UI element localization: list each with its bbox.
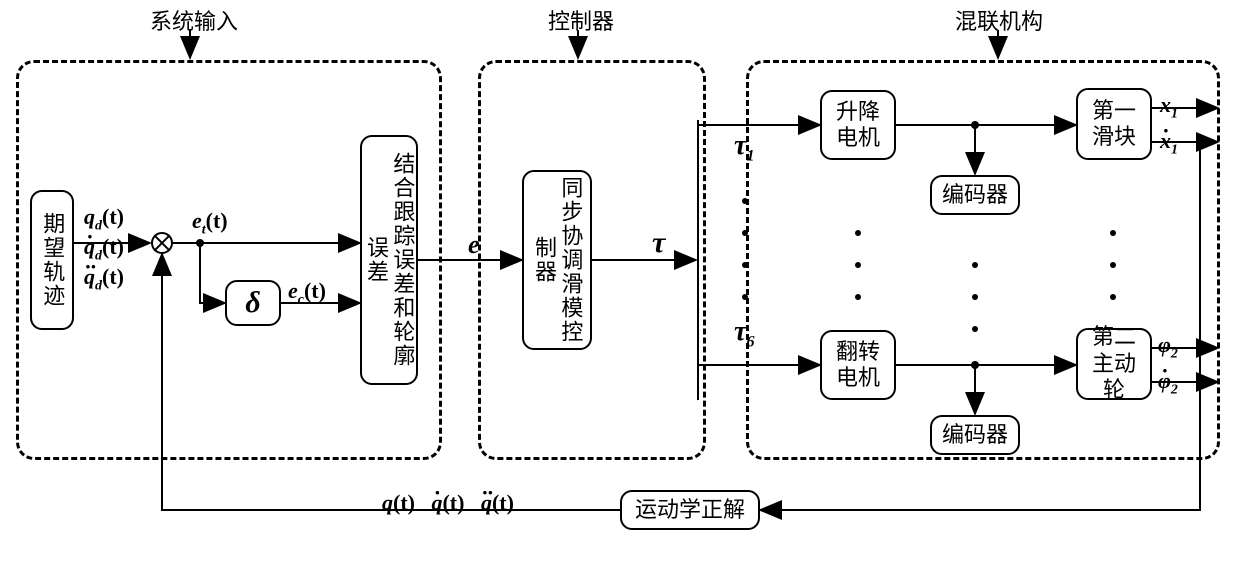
vdots-tau-1 (742, 198, 748, 204)
vdots-tau-2 (742, 230, 748, 236)
box-wheel-2: 第二主动轮 (1076, 328, 1152, 400)
vdots-enc-1 (972, 262, 978, 268)
box-sync-controller: 同步协调滑模控制器 (522, 170, 592, 350)
box-slider-1: 第一滑块 (1076, 88, 1152, 160)
region-controller (478, 60, 706, 460)
label-tau: τ (652, 226, 665, 260)
vdots-motor-2 (855, 262, 861, 268)
label-qd-ddot: ··qd(t) (84, 264, 124, 294)
label-tau6: τ6 (734, 316, 754, 352)
box-encoder-1: 编码器 (930, 175, 1020, 215)
label-phi2: φ2 (1158, 332, 1178, 362)
vdots-tau-4 (742, 294, 748, 300)
vdots-enc-2 (972, 294, 978, 300)
vdots-out-3 (1110, 294, 1116, 300)
vdots-motor-1 (855, 230, 861, 236)
box-forward-kinematics: 运动学正解 (620, 490, 760, 530)
vdots-out-1 (1110, 230, 1116, 236)
vdots-motor-3 (855, 294, 861, 300)
summation-node (151, 232, 173, 254)
label-et: et(t) (192, 208, 228, 238)
vdots-enc-3 (972, 326, 978, 332)
box-lift-motor: 升降电机 (820, 90, 896, 160)
header-controller: 控制器 (548, 4, 614, 36)
box-desired-trajectory: 期望轨迹 (30, 190, 74, 330)
label-phi2-dot: ·φ2 (1158, 368, 1178, 398)
diagram-canvas: 系统输入 控制器 混联机构 期望轨迹 δ 结合跟踪误差和轮廓误差 同步协调滑模控… (0, 0, 1239, 566)
header-input: 系统输入 (150, 4, 238, 36)
box-delta: δ (225, 280, 281, 326)
label-x1-dot: ·x1 (1160, 128, 1178, 158)
label-q-feedback: q(t) ·q(t) ··q(t) (382, 490, 514, 516)
vdots-out-2 (1110, 262, 1116, 268)
header-mechanism: 混联机构 (955, 4, 1043, 36)
label-tau1: τ1 (734, 130, 754, 166)
box-encoder-2: 编码器 (930, 415, 1020, 455)
label-e: e (468, 230, 480, 260)
label-ec: ec(t) (288, 278, 326, 308)
box-combine-errors: 结合跟踪误差和轮廓误差 (360, 135, 418, 385)
vdots-tau-3 (742, 262, 748, 268)
box-flip-motor: 翻转电机 (820, 330, 896, 400)
